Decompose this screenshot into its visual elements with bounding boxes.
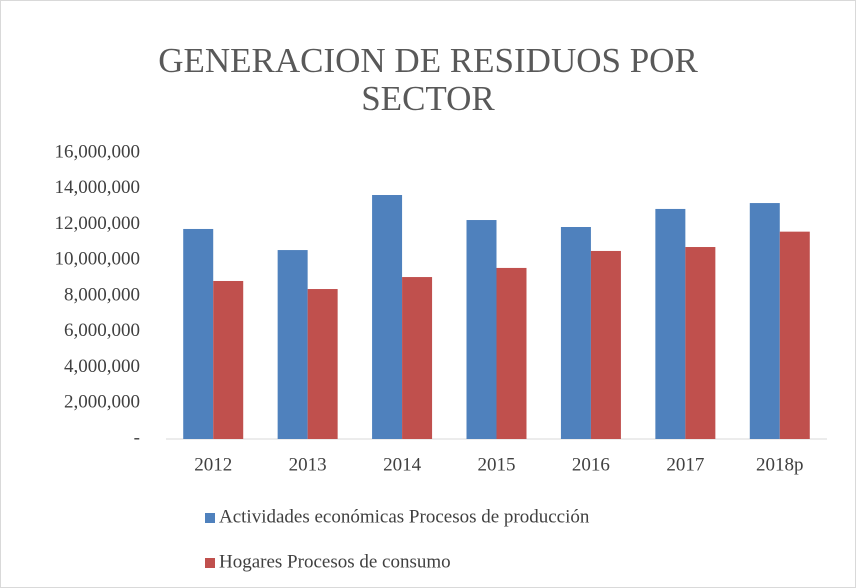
y-tick-label: 14,000,000 xyxy=(55,177,141,198)
y-tick-label: 6,000,000 xyxy=(64,320,140,341)
legend-swatch xyxy=(205,513,215,523)
legend-label: Actividades económicas Procesos de produ… xyxy=(219,506,590,527)
x-tick-label: 2015 xyxy=(478,454,516,475)
x-tick-label: 2018p xyxy=(756,454,804,475)
bar xyxy=(685,247,716,439)
bar xyxy=(213,280,244,439)
bar xyxy=(496,267,527,439)
y-tick-label: 8,000,000 xyxy=(64,284,140,305)
bar xyxy=(183,228,214,439)
bar xyxy=(779,231,810,439)
y-tick-label: 10,000,000 xyxy=(55,249,141,270)
bar xyxy=(655,208,686,439)
legend-label: Hogares Procesos de consumo xyxy=(219,551,451,572)
bar xyxy=(590,250,621,439)
y-tick-label: - xyxy=(134,427,140,448)
y-tick-label: 4,000,000 xyxy=(64,356,140,377)
x-tick-label: 2013 xyxy=(289,454,327,475)
bar xyxy=(277,250,308,439)
bar xyxy=(749,203,780,439)
x-tick-label: 2014 xyxy=(383,454,422,475)
bar xyxy=(402,277,433,439)
bar xyxy=(560,227,591,439)
y-tick-label: 2,000,000 xyxy=(64,392,140,413)
x-tick-label: 2012 xyxy=(194,454,232,475)
x-tick-label: 2016 xyxy=(572,454,610,475)
chart-title: GENERACION DE RESIDUOS POR SECTOR xyxy=(158,41,698,118)
y-tick-label: 12,000,000 xyxy=(55,213,141,234)
bar xyxy=(307,289,338,439)
bar xyxy=(466,220,497,439)
legend-swatch xyxy=(205,558,215,568)
y-tick-label: 16,000,000 xyxy=(55,141,141,162)
bar xyxy=(372,195,403,439)
x-tick-label: 2017 xyxy=(666,454,704,475)
